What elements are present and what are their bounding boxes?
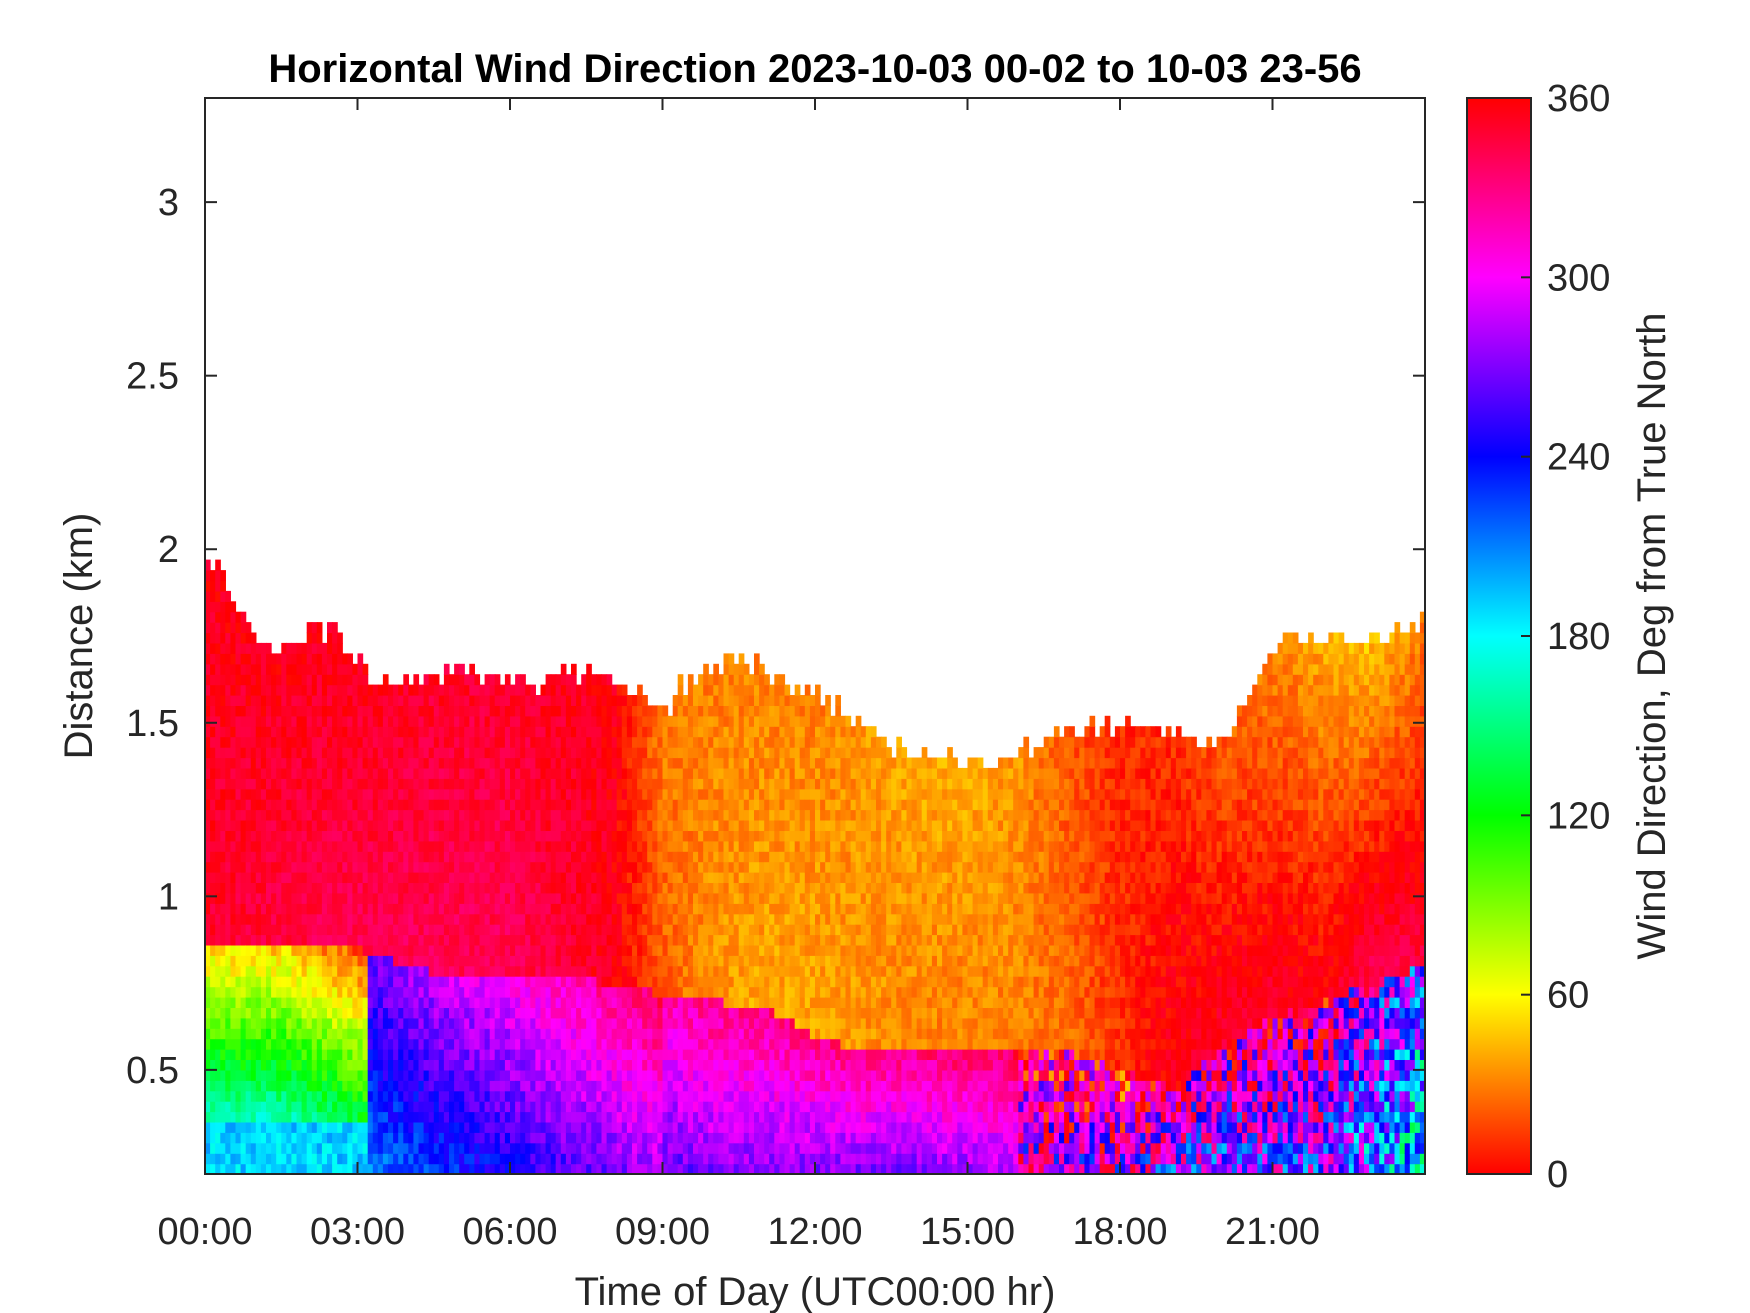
x-tick-label: 12:00 xyxy=(767,1211,862,1253)
colorbar-tick-label: 60 xyxy=(1547,975,1589,1017)
colorbar-tick-label: 240 xyxy=(1547,437,1610,479)
x-tick-label: 21:00 xyxy=(1225,1211,1320,1253)
y-tick-label: 0.5 xyxy=(126,1050,179,1092)
x-tick-label: 00:00 xyxy=(157,1211,252,1253)
y-axis-label: Distance (km) xyxy=(57,513,101,760)
x-axis-label: Time of Day (UTC00:00 hr) xyxy=(575,1270,1056,1313)
x-tick-label: 18:00 xyxy=(1072,1211,1167,1253)
y-axis: 0.5 1 1.5 2 2.5 3 xyxy=(126,182,1425,1092)
colorbar-tick-label: 0 xyxy=(1547,1154,1568,1196)
colorbar-tick-label: 120 xyxy=(1547,795,1610,837)
y-tick-label: 1.5 xyxy=(126,703,179,745)
x-axis: 00:00 03:00 06:00 09:00 12:00 15:00 18:00 21:00 xyxy=(157,98,1320,1253)
y-tick-label: 1 xyxy=(158,876,179,918)
x-tick-label: 15:00 xyxy=(920,1211,1015,1253)
heatmap xyxy=(205,559,1425,1174)
colorbar-label: Wind Direction, Deg from True North xyxy=(1630,313,1674,960)
y-tick-label: 2.5 xyxy=(126,356,179,398)
chart-title: Horizontal Wind Direction 2023-10-03 00-… xyxy=(268,47,1361,91)
y-tick-label: 3 xyxy=(158,182,179,224)
colorbar-tick-label: 180 xyxy=(1547,616,1610,658)
colorbar-tick-label: 360 xyxy=(1547,78,1610,120)
x-tick-label: 09:00 xyxy=(615,1211,710,1253)
colorbar-ticks: 0 60 120 180 240 300 360 xyxy=(1521,78,1610,1196)
y-tick-label: 2 xyxy=(158,529,179,571)
colorbar-tick-label: 300 xyxy=(1547,257,1610,299)
x-tick-label: 03:00 xyxy=(310,1211,405,1253)
colorbar xyxy=(1466,97,1532,1175)
x-tick-label: 06:00 xyxy=(462,1211,557,1253)
